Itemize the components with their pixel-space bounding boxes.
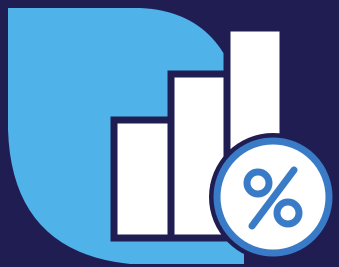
icon <box>0 0 339 267</box>
bar-small <box>114 120 171 238</box>
page: (() => { const data = JSON.parse(documen… <box>0 0 339 267</box>
